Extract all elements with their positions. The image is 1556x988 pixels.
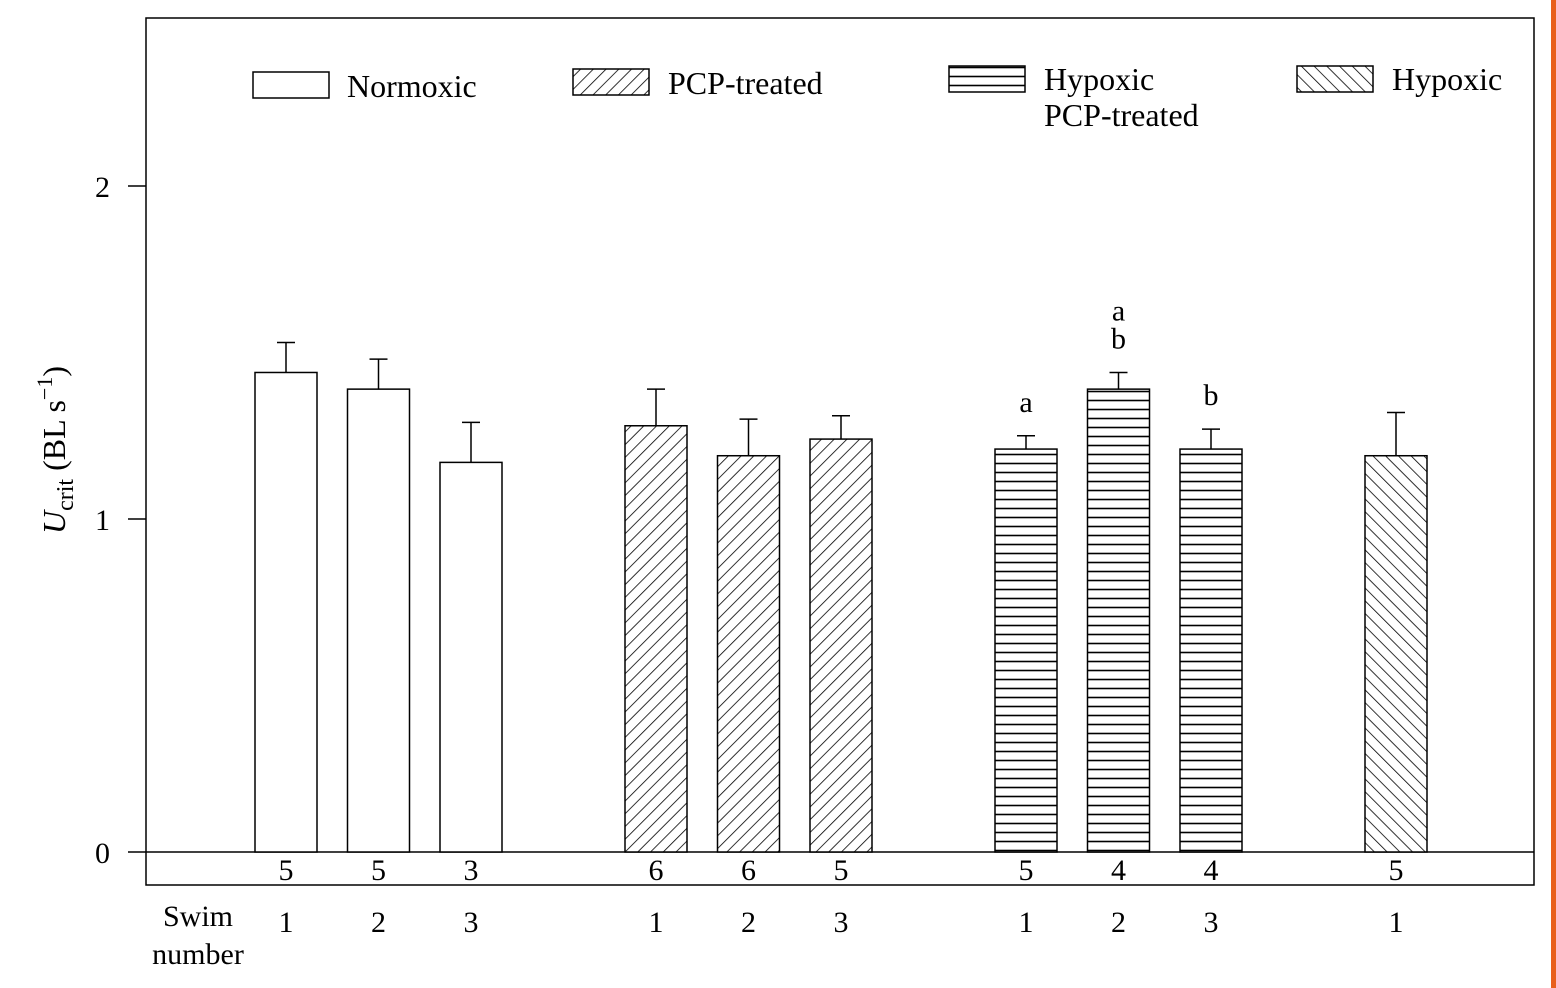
n-label-g1-b1: 6 <box>741 854 756 887</box>
bar-g0-b0 <box>254 371 318 853</box>
swim-number-title-line: Swim <box>163 900 233 933</box>
bar-g1-b2 <box>809 438 873 853</box>
swim-number-g0-b1: 2 <box>371 906 386 939</box>
y-label-units: (BL s <box>36 400 72 479</box>
swim-number-g1-b2: 3 <box>834 906 849 939</box>
swim-number-axis: 1 2 3 1 2 3 1 2 3 1 Swim number <box>152 900 1403 971</box>
n-label-g1-b0: 6 <box>649 854 664 887</box>
n-label-g0-b0: 5 <box>279 854 294 887</box>
bar-g2-b0 <box>994 448 1058 853</box>
n-label-g0-b2: 3 <box>464 854 479 887</box>
swim-number-g0-b0: 1 <box>279 906 294 939</box>
legend-label-line: Hypoxic <box>1392 61 1502 97</box>
sig-letter-g2-b1-1: a <box>1112 294 1125 327</box>
bar-g3-b0 <box>1364 454 1428 853</box>
sig-letter-g2-b0-0: a <box>1019 386 1032 419</box>
bar-g1-b1 <box>716 454 781 853</box>
swim-number-title: Swim number <box>152 900 244 971</box>
y-axis-label: Ucrit (BL s−1) <box>32 366 79 534</box>
swim-number-g1-b0: 1 <box>649 906 664 939</box>
n-label-g2-b1: 4 <box>1111 854 1126 887</box>
legend-label-1: PCP-treated <box>668 65 823 101</box>
n-label-g0-b1: 5 <box>371 854 386 887</box>
swim-number-g3-b0: 1 <box>1389 906 1404 939</box>
n-label-g3-b0: 5 <box>1389 854 1404 887</box>
legend-label-line: PCP-treated <box>1044 97 1199 133</box>
legend-label-3: Hypoxic <box>1392 61 1502 97</box>
bar-g0-b1 <box>346 388 411 853</box>
y-axis-label-text: Ucrit (BL s−1) <box>32 366 79 534</box>
y-label-units-close: ) <box>36 366 72 377</box>
swim-number-g2-b1: 2 <box>1111 906 1126 939</box>
plot-frame <box>145 17 1535 886</box>
bar-g2-b2 <box>1179 448 1243 853</box>
legend-label-line: Hypoxic <box>1044 61 1154 97</box>
legend-swatch-0 <box>252 71 330 99</box>
sig-letter-g2-b1-0: b <box>1111 322 1126 355</box>
y-label-units-sup: −1 <box>32 377 57 400</box>
y-tick-label-2: 2 <box>95 171 110 204</box>
y-tick-label-0: 0 <box>95 837 110 870</box>
n-label-g1-b2: 5 <box>834 854 849 887</box>
legend-label-2: Hypoxic PCP-treated <box>1044 61 1199 133</box>
y-tick-label-1: 1 <box>95 504 110 537</box>
n-label-g2-b0: 5 <box>1019 854 1034 887</box>
legend-swatch-1 <box>572 68 650 96</box>
legend-label-0: Normoxic <box>347 68 477 104</box>
swim-number-g0-b2: 3 <box>464 906 479 939</box>
legend-swatch-3 <box>1296 65 1374 93</box>
y-label-sub: crit <box>53 479 79 511</box>
bar-g0-b2 <box>439 461 503 853</box>
legend-label-line: Normoxic <box>347 68 477 104</box>
swim-number-g2-b0: 1 <box>1019 906 1034 939</box>
swim-number-g2-b2: 3 <box>1204 906 1219 939</box>
y-label-main: U <box>36 509 72 534</box>
legend: Normoxic PCP-treated Hypoxic PCP-treatedHyp… <box>252 61 1502 133</box>
n-label-g2-b2: 4 <box>1204 854 1219 887</box>
legend-swatch-2 <box>948 65 1026 93</box>
bar-g2-b1 <box>1086 388 1151 853</box>
swim-number-title-line: number <box>152 938 244 971</box>
right-edge-rule <box>1551 0 1556 988</box>
sig-letter-g2-b2-0: b <box>1204 379 1219 412</box>
swim-number-g1-b1: 2 <box>741 906 756 939</box>
legend-label-line: PCP-treated <box>668 65 823 101</box>
bar-g1-b0 <box>624 425 688 853</box>
